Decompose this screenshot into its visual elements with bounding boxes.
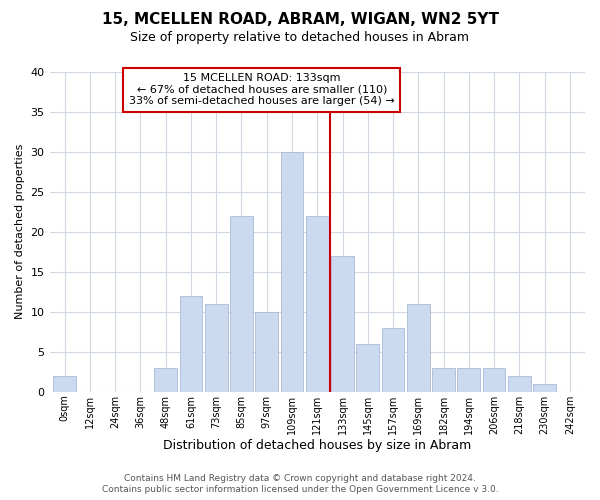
- Bar: [407, 304, 430, 392]
- Bar: [306, 216, 329, 392]
- Bar: [483, 368, 505, 392]
- Bar: [533, 384, 556, 392]
- Bar: [508, 376, 530, 392]
- Text: 15 MCELLEN ROAD: 133sqm
← 67% of detached houses are smaller (110)
33% of semi-d: 15 MCELLEN ROAD: 133sqm ← 67% of detache…: [129, 73, 395, 106]
- Bar: [382, 328, 404, 392]
- Bar: [457, 368, 480, 392]
- Text: 15, MCELLEN ROAD, ABRAM, WIGAN, WN2 5YT: 15, MCELLEN ROAD, ABRAM, WIGAN, WN2 5YT: [101, 12, 499, 28]
- Bar: [331, 256, 354, 392]
- Bar: [281, 152, 304, 392]
- Text: Size of property relative to detached houses in Abram: Size of property relative to detached ho…: [131, 31, 470, 44]
- Bar: [356, 344, 379, 392]
- Bar: [432, 368, 455, 392]
- Text: Contains HM Land Registry data © Crown copyright and database right 2024.
Contai: Contains HM Land Registry data © Crown c…: [101, 474, 499, 494]
- Bar: [230, 216, 253, 392]
- Bar: [53, 376, 76, 392]
- Bar: [179, 296, 202, 392]
- X-axis label: Distribution of detached houses by size in Abram: Distribution of detached houses by size …: [163, 440, 472, 452]
- Bar: [256, 312, 278, 392]
- Bar: [154, 368, 177, 392]
- Bar: [205, 304, 227, 392]
- Y-axis label: Number of detached properties: Number of detached properties: [15, 144, 25, 320]
